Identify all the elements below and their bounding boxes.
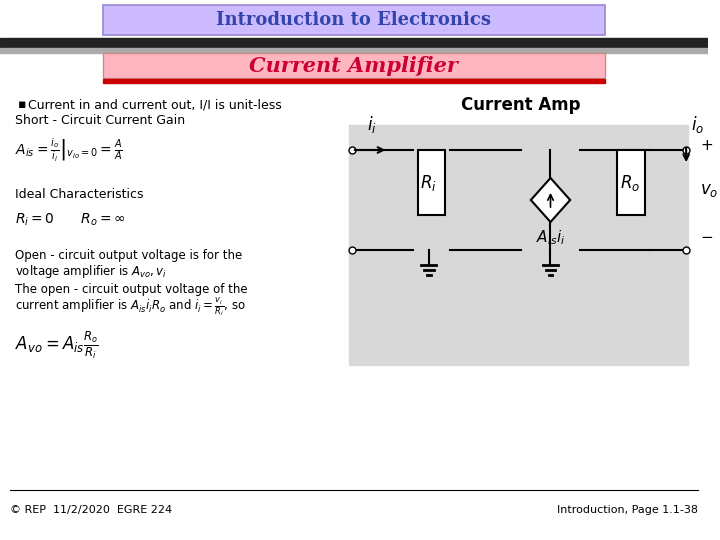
Text: $A_{is} = \left.\frac{i_o}{i_i}\right|_{v_{io}=0} = \frac{A}{A}$: $A_{is} = \left.\frac{i_o}{i_i}\right|_{…: [14, 136, 122, 164]
Text: ▪: ▪: [18, 98, 26, 111]
Text: $v_o$: $v_o$: [700, 181, 719, 199]
Text: Current Amplifier: Current Amplifier: [249, 56, 459, 76]
Text: $i_o$: $i_o$: [691, 114, 705, 135]
Bar: [0, 38, 708, 48]
Text: $A_{vo} = A_{is}\frac{R_o}{R_i}$: $A_{vo} = A_{is}\frac{R_o}{R_i}$: [14, 329, 99, 361]
FancyBboxPatch shape: [103, 53, 605, 78]
Text: © REP  11/2/2020  EGRE 224: © REP 11/2/2020 EGRE 224: [10, 505, 172, 515]
Text: $R_o$: $R_o$: [620, 173, 640, 193]
Text: Open - circuit output voltage is for the: Open - circuit output voltage is for the: [14, 248, 242, 261]
Text: $A_{is}i_i$: $A_{is}i_i$: [536, 228, 565, 247]
Text: Introduction to Electronics: Introduction to Electronics: [217, 11, 491, 29]
Bar: [418, 150, 445, 215]
Text: Ideal Characteristics: Ideal Characteristics: [14, 188, 143, 201]
Text: $R_i$: $R_i$: [420, 173, 437, 193]
Bar: [349, 125, 688, 365]
Text: $+$: $+$: [700, 138, 713, 152]
Text: The open - circuit output voltage of the: The open - circuit output voltage of the: [14, 282, 248, 295]
Text: Introduction, Page 1.1-38: Introduction, Page 1.1-38: [557, 505, 698, 515]
Text: Current in and current out, I/I is unit-less: Current in and current out, I/I is unit-…: [27, 98, 282, 111]
Text: current amplifier is $A_{is}i_iR_o$ and $i_i = \frac{v_i}{R_i}$, so: current amplifier is $A_{is}i_iR_o$ and …: [14, 297, 246, 319]
Bar: [103, 79, 605, 83]
Text: Short - Circuit Current Gain: Short - Circuit Current Gain: [14, 113, 185, 126]
Bar: [617, 150, 645, 215]
Polygon shape: [531, 178, 570, 222]
FancyBboxPatch shape: [103, 5, 605, 35]
Text: $i_i$: $i_i$: [366, 114, 377, 135]
Text: voltage amplifier is $A_{vo}, v_i$: voltage amplifier is $A_{vo}, v_i$: [14, 264, 167, 280]
Bar: [0, 48, 708, 53]
Text: $R_i = 0 \qquad R_o = \infty$: $R_i = 0 \qquad R_o = \infty$: [14, 212, 125, 228]
Text: $-$: $-$: [700, 227, 713, 242]
Text: Current Amp: Current Amp: [462, 96, 581, 114]
